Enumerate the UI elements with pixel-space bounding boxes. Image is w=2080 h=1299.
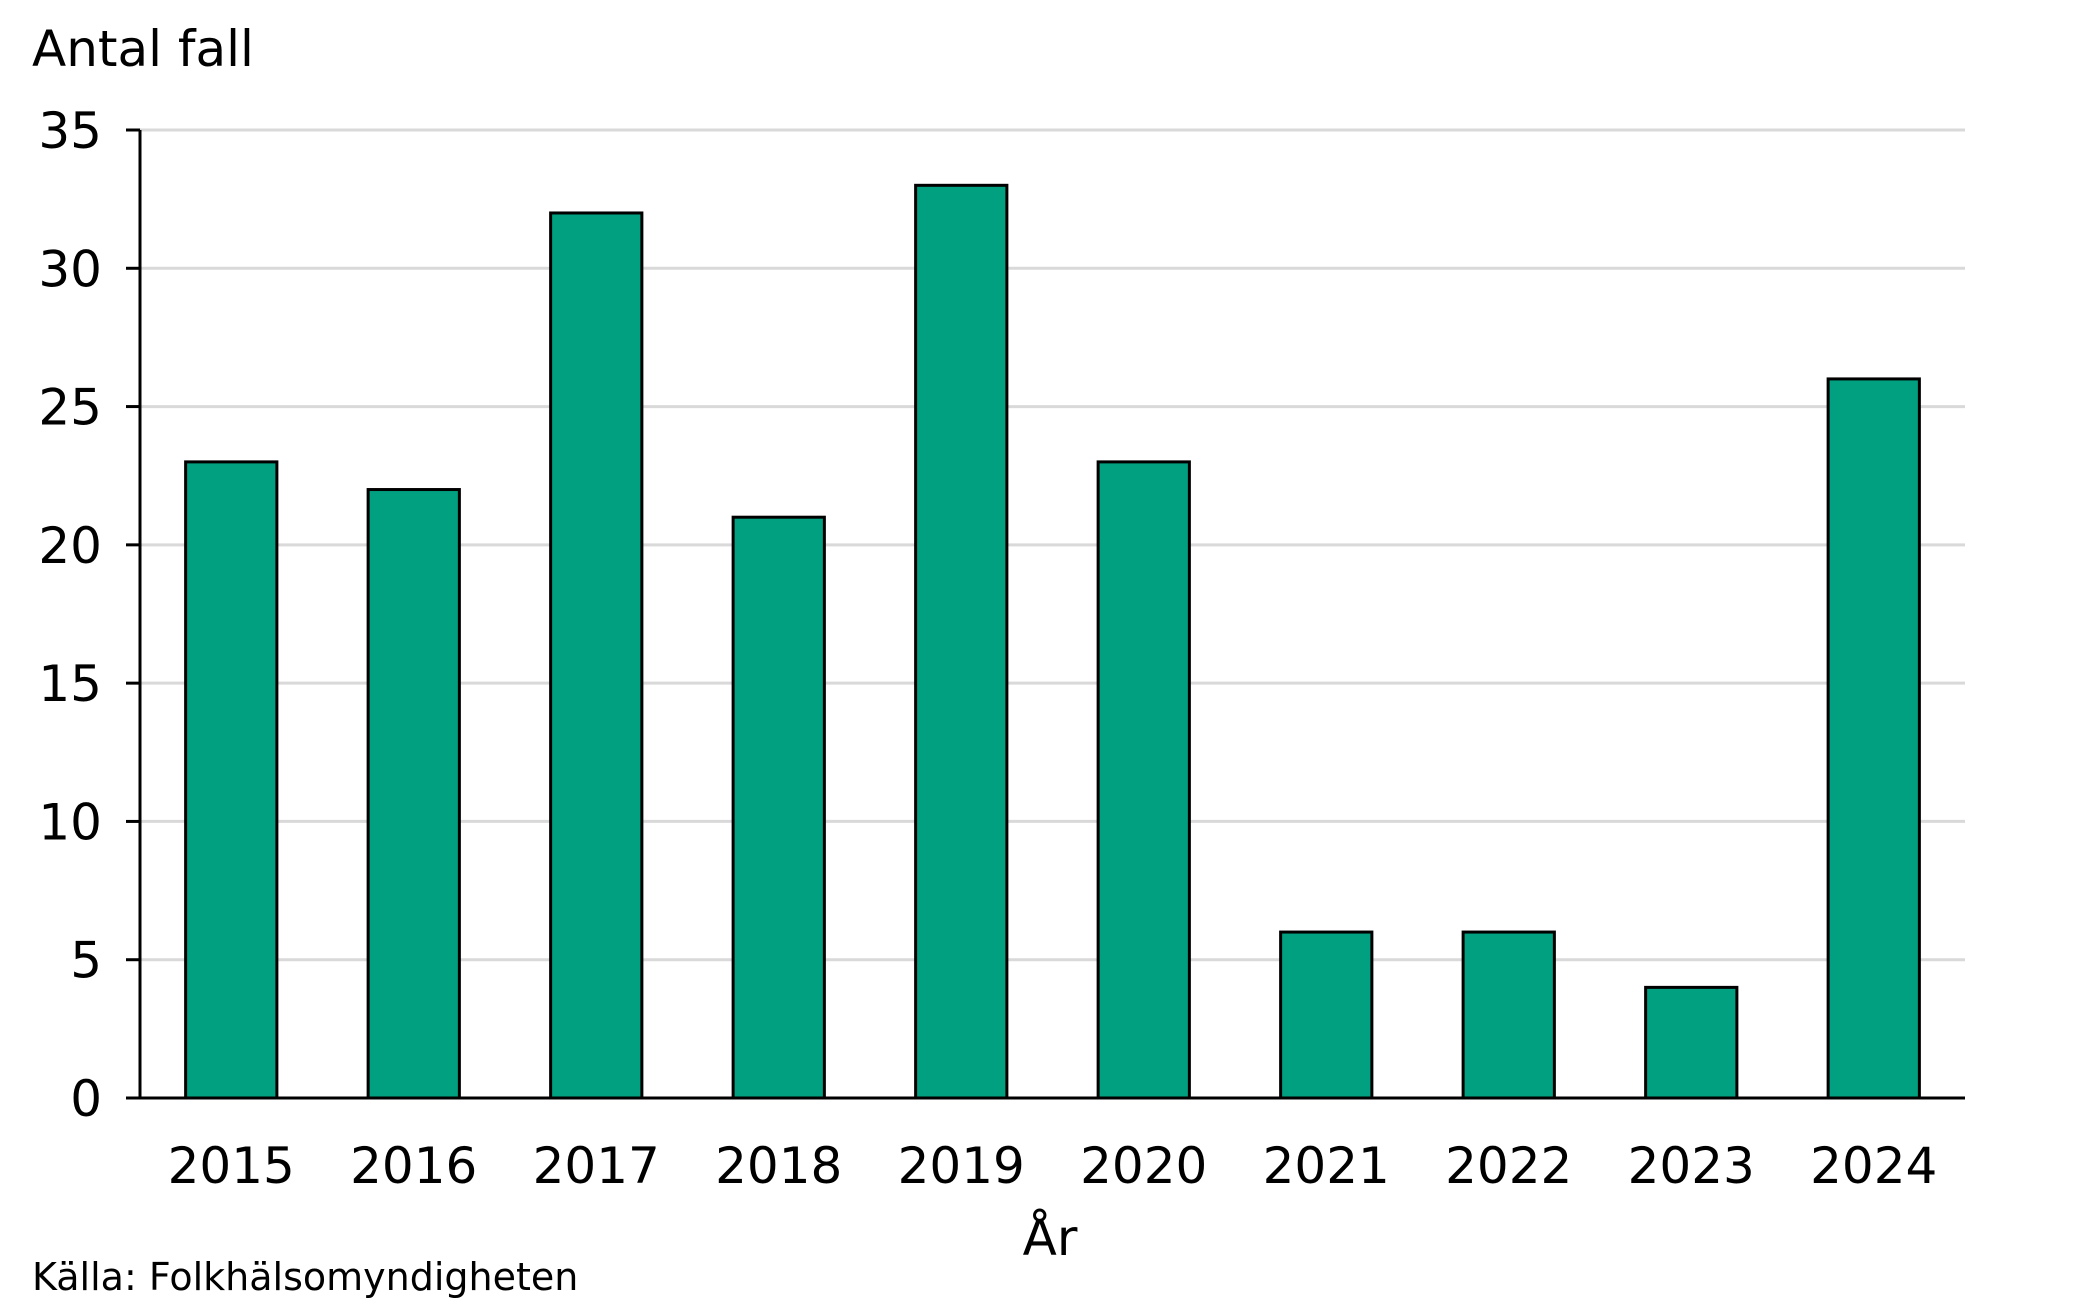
bar-2021 [1279, 930, 1374, 1100]
y-axis-title: Antal fall [32, 20, 254, 78]
x-tick-label: 2016 [350, 1137, 477, 1195]
y-tick-label: 20 [38, 517, 102, 575]
bar-2015 [184, 460, 279, 1100]
x-tick-label: 2023 [1628, 1137, 1755, 1195]
bars [184, 183, 1921, 1100]
source-note: Källa: Folkhälsomyndigheten [32, 1255, 578, 1299]
x-tick-labels: 2015 2016 2017 2018 2019 2020 2021 2022 2023 2024 [168, 1137, 1938, 1195]
x-tick-label: 2020 [1080, 1137, 1207, 1195]
bar-2017 [549, 211, 644, 1100]
y-tick-labels: 0 5 10 15 20 25 30 35 [38, 102, 102, 1128]
x-tick-label: 2017 [533, 1137, 660, 1195]
x-tick-label: 2015 [168, 1137, 295, 1195]
bar-2023 [1644, 985, 1739, 1100]
y-tick-label: 30 [38, 240, 102, 298]
bar-2016 [366, 488, 461, 1100]
bar-2020 [1096, 460, 1191, 1100]
x-tick-label: 2024 [1810, 1137, 1937, 1195]
x-tick-label: 2018 [715, 1137, 842, 1195]
bar-2024 [1826, 377, 1921, 1100]
y-tick-label: 0 [70, 1070, 102, 1128]
y-tick-label: 25 [38, 379, 102, 437]
x-tick-label: 2019 [898, 1137, 1025, 1195]
x-tick-label: 2022 [1445, 1137, 1572, 1195]
y-tick-label: 15 [38, 655, 102, 713]
bar-2019 [914, 183, 1009, 1100]
bar-2022 [1461, 930, 1556, 1100]
x-axis-title: År [1023, 1209, 1078, 1267]
x-tick-label: 2021 [1263, 1137, 1390, 1195]
axes [126, 128, 1965, 1100]
bar-2018 [731, 515, 826, 1100]
y-tick-label: 10 [38, 793, 102, 851]
y-tick-label: 5 [70, 932, 102, 990]
y-tick-label: 35 [38, 102, 102, 160]
